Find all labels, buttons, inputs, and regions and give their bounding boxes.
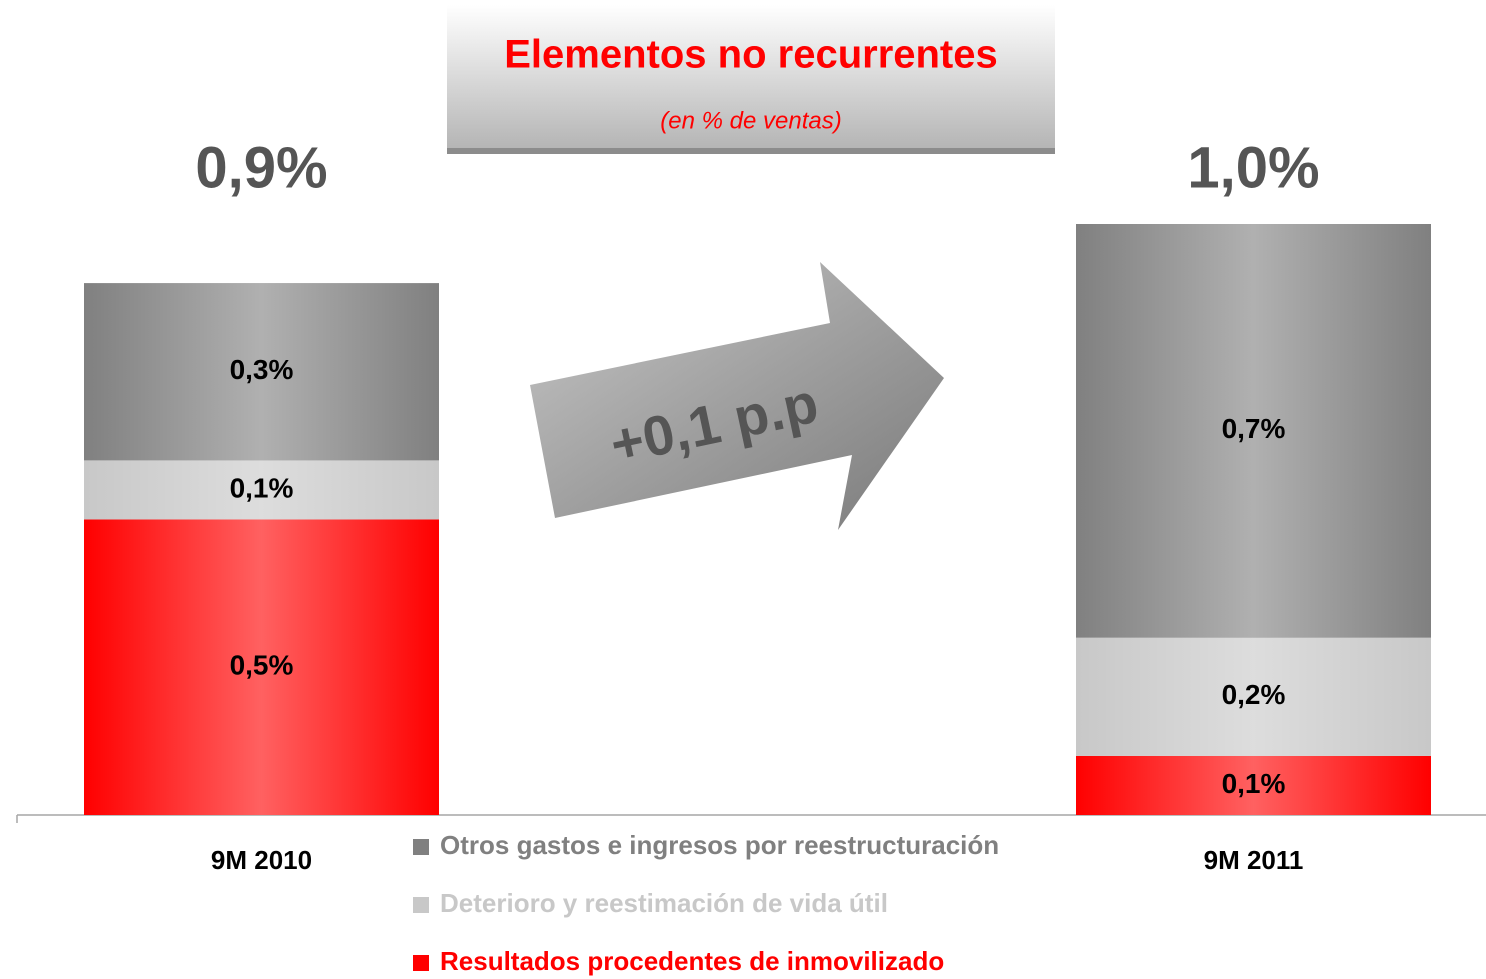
bar-sheen <box>84 283 439 461</box>
value-label: 0,2% <box>1222 679 1286 710</box>
legend-swatch <box>413 839 429 855</box>
value-label: 0,3% <box>230 354 294 385</box>
total-label: 1,0% <box>1187 135 1319 200</box>
value-label: 0,1% <box>1222 768 1286 799</box>
bar-sheen <box>1076 224 1431 638</box>
value-label: 0,1% <box>230 472 294 503</box>
legend-label: Otros gastos e ingresos por reestructura… <box>440 830 999 860</box>
value-label: 0,5% <box>230 650 294 681</box>
value-label: 0,7% <box>1222 413 1286 444</box>
x-tick-label: 9M 2011 <box>1204 845 1304 875</box>
legend-swatch <box>413 897 429 913</box>
bar-sheen <box>1076 637 1431 756</box>
x-tick-label: 9M 2010 <box>211 845 312 875</box>
chart-subtitle: (en % de ventas) <box>660 107 841 134</box>
bar-sheen <box>1076 755 1431 815</box>
legend-label: Deterioro y reestimación de vida útil <box>440 888 888 918</box>
title-box <box>447 5 1055 150</box>
legend-swatch <box>413 955 429 971</box>
bar-sheen <box>84 460 439 520</box>
title-box-edge <box>447 148 1055 154</box>
legend-label: Resultados procedentes de inmovilizado <box>440 946 944 976</box>
chart-title: Elementos no recurrentes <box>504 33 998 77</box>
change-arrow <box>530 262 944 530</box>
total-label: 0,9% <box>195 135 327 200</box>
bar-sheen <box>84 519 439 815</box>
